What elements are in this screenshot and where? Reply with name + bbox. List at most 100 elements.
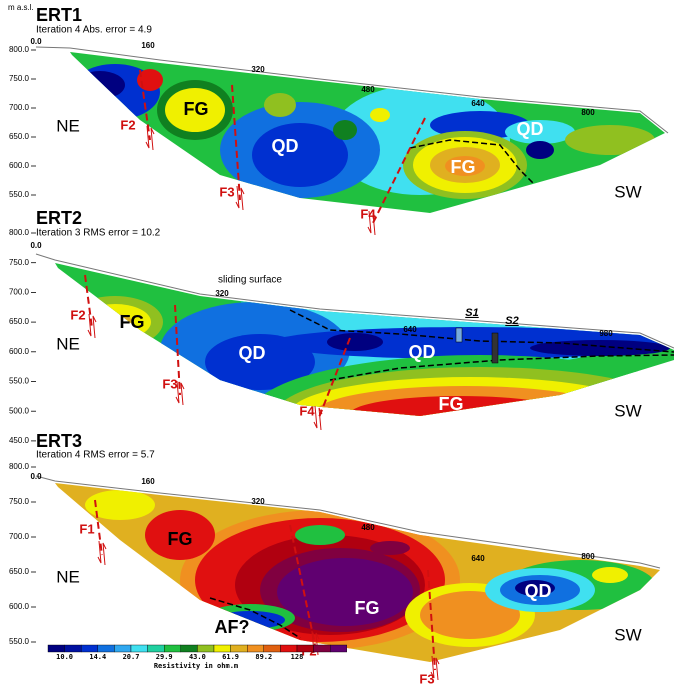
section-label: F3 [162, 376, 177, 391]
fault-line [84, 274, 93, 329]
fault-arrow [92, 315, 97, 339]
legend-swatch [213, 644, 231, 653]
resistivity-zone [145, 510, 215, 560]
topography [35, 46, 669, 134]
section-label: NE [56, 334, 80, 353]
fault-line [317, 337, 351, 421]
legend-swatch [130, 644, 148, 653]
resistivity-blobs [70, 64, 655, 199]
fault-arrow [435, 657, 440, 681]
resistivity-zone [505, 120, 575, 144]
legend-swatch [47, 644, 65, 653]
legend-value: 128 [291, 653, 304, 661]
fault-arrow [102, 542, 107, 566]
axis-unit: m a.s.l. [8, 3, 34, 12]
legend-value: 20.7 [123, 653, 140, 661]
section-label: S1 [465, 307, 478, 319]
topography [35, 253, 674, 349]
legend-swatch [180, 644, 198, 653]
x-tick-label: 320 [251, 65, 265, 74]
section-label: QD [239, 343, 266, 363]
y-tick-label: 650.0 [9, 317, 30, 326]
resistivity-zone [85, 490, 155, 520]
boundary-line [409, 139, 536, 186]
section-label: F4 [360, 206, 376, 221]
x-tick-label: 160 [141, 41, 155, 50]
fault-arrow [240, 187, 245, 211]
fault-line [231, 84, 241, 201]
y-tick-label: 800.0 [9, 462, 30, 471]
x-tick-label: 320 [215, 289, 229, 298]
legend-swatch [296, 644, 314, 653]
legend-swatch [97, 644, 115, 653]
section-label: QD [409, 342, 436, 362]
y-tick-label: 500.0 [9, 406, 30, 415]
x-tick-label: 0.0 [30, 37, 42, 46]
fault-line [94, 499, 103, 556]
resistivity-zone [165, 88, 225, 132]
resistivity-zone [327, 333, 383, 351]
section-label: QD [517, 119, 544, 139]
section-label: sliding surface [218, 275, 282, 286]
x-tick-label: 640 [471, 554, 485, 563]
fault-arrow [180, 382, 185, 406]
legend-swatch [280, 644, 298, 653]
fault-arrow [372, 212, 377, 236]
legend: 10.0 14.4 20.7 29.9 43.0 61.9 89.2 128 Resistivi… [47, 644, 348, 670]
legend-value: 43.0 [189, 653, 206, 661]
fault-line [289, 524, 316, 646]
panel-title: ERT2 [36, 208, 82, 228]
fault-line [427, 569, 436, 671]
section-label: FG [168, 529, 193, 549]
legend-value: 61.9 [222, 653, 239, 661]
resistivity-zone [420, 591, 520, 639]
fault-arrow [97, 540, 102, 564]
fault-arrow [367, 210, 372, 234]
fault-line [174, 304, 181, 396]
legend-swatch [147, 644, 165, 653]
section-label: FG [451, 157, 476, 177]
section-label: QD [525, 581, 552, 601]
resistivity-zone [264, 93, 296, 117]
x-tick-label: 800 [581, 552, 595, 561]
legend-swatch [64, 644, 82, 653]
resistivity-zone [277, 558, 413, 626]
resistivity-zone [445, 156, 485, 176]
resistivity-zone [515, 580, 555, 596]
resistivity-zone [315, 386, 615, 416]
y-tick-label: 800.0 [9, 228, 30, 237]
resistivity-zone [333, 120, 357, 140]
resistivity-zone [565, 125, 655, 155]
boundary-line [329, 354, 674, 381]
y-tick-label: 550.0 [9, 377, 30, 386]
borehole [455, 327, 463, 343]
legend-value: 10.0 [56, 653, 73, 661]
y-tick-label: 750.0 [9, 74, 30, 83]
section-label: SW [614, 401, 641, 420]
section-label: FG [439, 394, 464, 414]
fault-arrow [235, 185, 240, 209]
y-tick-label: 600.0 [9, 602, 30, 611]
y-tick-label: 600.0 [9, 347, 30, 356]
section-label: FG [355, 598, 380, 618]
y-tick-label: 800.0 [9, 45, 30, 54]
x-tick-label: 0.0 [30, 241, 42, 250]
y-tick-label: 750.0 [9, 258, 30, 267]
fault-arrow [175, 380, 180, 404]
y-tick-label: 550.0 [9, 190, 30, 199]
x-tick-label: 800 [581, 108, 595, 117]
fault-arrow [430, 655, 435, 679]
fault-arrow [87, 313, 92, 337]
legend-swatch [330, 644, 348, 653]
resistivity-zone [75, 71, 125, 99]
y-tick-label: 450.0 [9, 436, 30, 445]
x-tick-label: 640 [403, 325, 417, 334]
section-label: SW [614, 625, 641, 644]
resistivity-zone [592, 567, 628, 583]
section-label: S2 [505, 315, 518, 327]
x-tick-label: 480 [361, 523, 375, 532]
legend-title: Resistivity in ohm.m [154, 662, 238, 670]
